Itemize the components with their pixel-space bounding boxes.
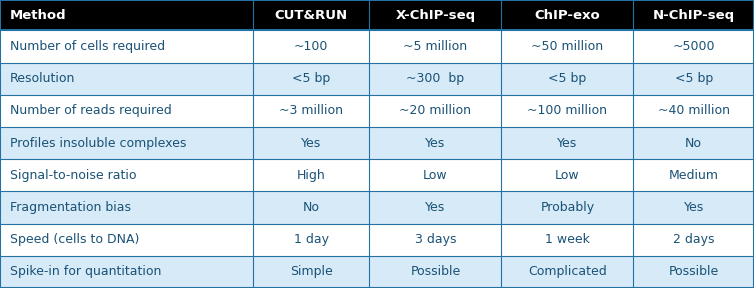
Bar <box>501 223 633 256</box>
Text: Method: Method <box>10 9 66 22</box>
Text: 2 days: 2 days <box>673 233 715 246</box>
Bar <box>369 0 501 30</box>
Bar <box>501 62 633 95</box>
Text: CUT&RUN: CUT&RUN <box>274 9 348 22</box>
Bar <box>369 159 501 191</box>
Bar <box>253 127 369 159</box>
Bar <box>633 191 754 223</box>
Text: ~5 million: ~5 million <box>403 40 467 53</box>
Text: 3 days: 3 days <box>415 233 456 246</box>
Text: Medium: Medium <box>669 169 719 182</box>
Text: Simple: Simple <box>290 266 333 278</box>
Text: Low: Low <box>555 169 580 182</box>
Bar <box>369 191 501 223</box>
Text: Yes: Yes <box>301 137 321 149</box>
Text: No: No <box>685 137 702 149</box>
Bar <box>501 191 633 223</box>
Bar <box>633 256 754 288</box>
Bar <box>0 62 253 95</box>
Text: Possible: Possible <box>669 266 719 278</box>
Bar <box>501 0 633 30</box>
Bar <box>0 0 253 30</box>
Text: Complicated: Complicated <box>528 266 607 278</box>
Bar <box>253 0 369 30</box>
Text: Yes: Yes <box>425 137 446 149</box>
Text: ~40 million: ~40 million <box>657 104 730 117</box>
Bar <box>501 256 633 288</box>
Text: 1 day: 1 day <box>293 233 329 246</box>
Text: High: High <box>296 169 326 182</box>
Bar <box>253 62 369 95</box>
Bar <box>253 159 369 191</box>
Text: Number of reads required: Number of reads required <box>10 104 172 117</box>
Text: X-ChIP-seq: X-ChIP-seq <box>395 9 476 22</box>
Bar <box>369 127 501 159</box>
Text: Possible: Possible <box>410 266 461 278</box>
Bar <box>253 191 369 223</box>
Bar <box>0 30 253 62</box>
Bar <box>633 127 754 159</box>
Bar <box>0 256 253 288</box>
Bar <box>369 256 501 288</box>
Text: ~3 million: ~3 million <box>279 104 343 117</box>
Text: Fragmentation bias: Fragmentation bias <box>10 201 130 214</box>
Text: <5 bp: <5 bp <box>548 72 587 85</box>
Bar <box>253 223 369 256</box>
Bar <box>0 95 253 127</box>
Bar <box>0 127 253 159</box>
Bar <box>501 159 633 191</box>
Text: ~300  bp: ~300 bp <box>406 72 464 85</box>
Text: No: No <box>302 201 320 214</box>
Text: ~100: ~100 <box>294 40 328 53</box>
Bar <box>633 223 754 256</box>
Bar <box>501 127 633 159</box>
Bar <box>633 159 754 191</box>
Bar <box>253 95 369 127</box>
Text: Spike-in for quantitation: Spike-in for quantitation <box>10 266 161 278</box>
Text: Yes: Yes <box>425 201 446 214</box>
Bar <box>369 95 501 127</box>
Bar <box>633 0 754 30</box>
Text: Speed (cells to DNA): Speed (cells to DNA) <box>10 233 139 246</box>
Bar <box>369 223 501 256</box>
Text: Signal-to-noise ratio: Signal-to-noise ratio <box>10 169 136 182</box>
Text: Yes: Yes <box>557 137 578 149</box>
Text: Probably: Probably <box>541 201 594 214</box>
Bar <box>0 159 253 191</box>
Bar <box>369 30 501 62</box>
Text: Low: Low <box>423 169 448 182</box>
Bar <box>633 95 754 127</box>
Text: ChIP-exo: ChIP-exo <box>535 9 600 22</box>
Bar <box>253 30 369 62</box>
Bar <box>501 95 633 127</box>
Bar <box>369 62 501 95</box>
Bar <box>0 191 253 223</box>
Text: <5 bp: <5 bp <box>292 72 330 85</box>
Text: <5 bp: <5 bp <box>675 72 713 85</box>
Bar <box>633 62 754 95</box>
Text: Number of cells required: Number of cells required <box>10 40 165 53</box>
Bar <box>0 223 253 256</box>
Text: Profiles insoluble complexes: Profiles insoluble complexes <box>10 137 186 149</box>
Bar <box>501 30 633 62</box>
Text: N-ChIP-seq: N-ChIP-seq <box>653 9 734 22</box>
Text: ~100 million: ~100 million <box>527 104 608 117</box>
Text: 1 week: 1 week <box>545 233 590 246</box>
Text: Resolution: Resolution <box>10 72 75 85</box>
Text: Yes: Yes <box>684 201 703 214</box>
Text: ~5000: ~5000 <box>673 40 715 53</box>
Text: ~50 million: ~50 million <box>532 40 603 53</box>
Bar <box>253 256 369 288</box>
Text: ~20 million: ~20 million <box>400 104 471 117</box>
Bar <box>633 30 754 62</box>
